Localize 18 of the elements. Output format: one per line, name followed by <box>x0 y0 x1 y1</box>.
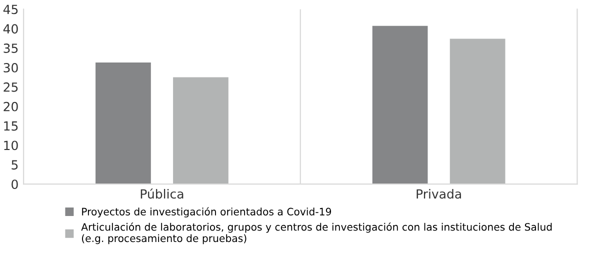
y-tick-label: 20 <box>4 102 18 112</box>
bar <box>450 38 506 184</box>
y-tick-label: 5 <box>12 160 18 170</box>
y-tick-label: 35 <box>4 44 18 53</box>
x-tick-label: Privada <box>416 188 461 199</box>
y-tick-label: 0 <box>12 180 18 190</box>
y-tick-label: 25 <box>4 82 18 92</box>
y-tick-label: 45 <box>3 4 18 14</box>
y-tick-label: 15 <box>4 121 18 131</box>
bar <box>372 26 428 184</box>
legend-label: Proyectos de investigación orientados a Covid-19 <box>82 207 332 218</box>
y-tick-label: 40 <box>3 24 18 34</box>
bar <box>173 77 228 184</box>
x-tick-label: Pública <box>140 188 184 199</box>
y-tick-label: 30 <box>4 62 18 72</box>
y-tick-label: 10 <box>4 140 18 150</box>
legend-label: Articulación de laboratorios, grupos y centros de investigación con las instituciones de Salud (e.g. procesamiento de pruebas) <box>81 222 552 244</box>
bar <box>96 62 151 184</box>
